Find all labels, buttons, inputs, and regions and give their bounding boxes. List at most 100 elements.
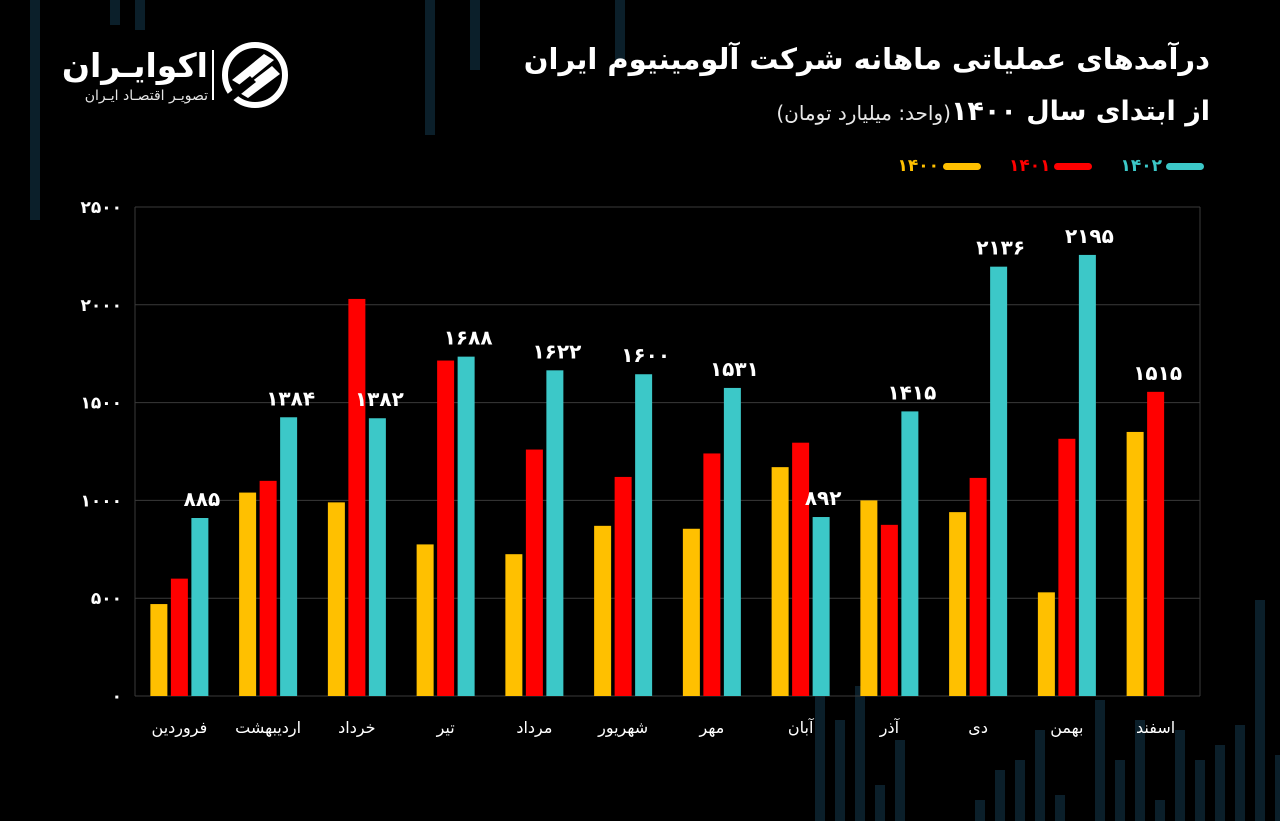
legend-swatch-1401 [1054,162,1093,170]
bar-۱۴۰۲ [901,411,919,696]
background-candle [1055,795,1065,821]
bar-۱۴۰۱ [614,476,632,696]
bar-۱۴۰۰ [949,512,967,696]
background-candle [1135,720,1145,821]
background-candle [1235,725,1245,821]
bar-۱۴۰۲ [635,374,653,696]
legend-label-1400: ۱۴۰۰ [897,156,939,176]
chart-subtitle: از ابتدای سال ۱۴۰۰(واحد: میلیارد تومان) [776,96,1210,127]
bar-۱۴۰۲ [280,417,298,696]
x-tick-label: آذر [879,718,901,738]
bar-۱۴۰۰ [1126,431,1144,696]
bar-۱۴۰۱ [1147,391,1165,696]
data-label: ۱۶۸۸ [444,326,493,350]
legend-item-1402: ۱۴۰۲ [1120,156,1204,176]
data-label: ۲۱۳۶ [976,236,1025,260]
background-candle [1275,755,1280,821]
bar-۱۴۰۱ [1058,438,1076,696]
background-candle [975,800,985,821]
unit-label: (واحد: میلیارد تومان) [776,101,951,125]
bar-۱۴۰۰ [150,604,168,696]
data-label: ۱۶۲۲ [532,339,581,363]
background-candle [1255,600,1265,821]
background-candle [895,740,905,821]
bar-۱۴۰۱ [348,298,366,696]
y-tick-label: ۱۵۰۰ [80,394,122,414]
bar-۱۴۰۰ [682,528,700,696]
x-tick-label: شهریور [597,718,648,738]
background-candle [1175,730,1185,821]
bar-۱۴۰۱ [525,449,543,696]
bar-۱۴۰۱ [880,524,898,696]
y-tick-label: ۰ [112,687,122,707]
background-candle [815,690,825,821]
chart-subtitle-text: از ابتدای سال ۱۴۰۰ [950,96,1210,127]
data-label: ۸۹۲ [805,486,842,510]
bar-۱۴۰۰ [239,492,257,696]
background-candle [855,686,865,821]
x-tick-label: تیر [436,718,455,738]
data-label: ۲۱۹۵ [1065,224,1114,248]
brand-name: اکوایـران [61,46,208,85]
bar-۱۴۰۱ [259,480,277,696]
y-tick-label: ۲۵۰۰ [80,198,122,218]
legend-item-1400: ۱۴۰۰ [897,156,981,176]
background-candle [110,0,120,25]
chart-title: درآمدهای عملیاتی ماهانه شرکت آلومینیوم ا… [523,42,1210,76]
y-tick-label: ۵۰۰ [91,589,122,609]
bar-۱۴۰۱ [792,442,810,696]
x-tick-label: آبان [788,718,815,737]
bar-۱۴۰۰ [594,525,612,696]
bar-۱۴۰۱ [170,578,188,696]
background-candle [1035,730,1045,821]
bar-۱۴۰۲ [990,266,1008,696]
background-candle [135,0,145,30]
bar-۱۴۰۰ [327,502,345,696]
brand-mark-icon [220,42,288,108]
bar-۱۴۰۲ [1078,254,1096,696]
background-candle [1015,760,1025,821]
bar-۱۴۰۲ [812,517,830,696]
x-tick-label: اردیبهشت [235,718,301,738]
logo-divider [212,50,214,100]
data-label: ۱۵۳۱ [710,357,759,381]
x-tick-label: بهمن [1050,718,1083,738]
brand-logo: اکوایـران تصویـر اقتصـاد ایـران [48,40,298,110]
bar-۱۴۰۱ [437,360,455,696]
background-candle [1155,800,1165,821]
y-tick-label: ۱۰۰۰ [80,491,122,511]
chart-legend: ۱۴۰۲ ۱۴۰۱ ۱۴۰۰ [897,156,1204,176]
background-candle [1215,745,1225,821]
bar-۱۴۰۰ [771,467,789,696]
data-label: ۱۴۱۵ [887,380,936,404]
background-candle [425,0,435,135]
x-tick-label: مرداد [516,718,552,738]
x-tick-label: فروردین [152,718,208,738]
legend-label-1401: ۱۴۰۱ [1008,156,1051,176]
bar-۱۴۰۲ [457,356,475,696]
background-candle [1115,760,1125,821]
background-candle [1195,760,1205,821]
data-label: ۱۵۱۵ [1133,361,1182,385]
legend-label-1402: ۱۴۰۲ [1120,156,1162,176]
background-candle [470,0,480,70]
bar-۱۴۰۰ [1037,592,1055,696]
bar-۱۴۰۲ [723,387,741,696]
legend-swatch-1402 [1166,162,1204,170]
background-candle [835,720,845,821]
bar-۱۴۰۰ [505,554,523,696]
bar-۱۴۰۱ [969,477,987,696]
data-label: ۸۸۵ [184,487,221,511]
background-candle [30,0,40,220]
bar-۱۴۰۲ [546,370,564,696]
data-label: ۱۳۸۲ [355,387,404,411]
background-candle [995,770,1005,821]
bar-۱۴۰۲ [368,418,386,696]
data-label: ۱۳۸۴ [266,386,315,410]
x-tick-label: خرداد [338,718,375,738]
legend-swatch-1400 [942,162,981,170]
bar-۱۴۰۰ [416,544,434,696]
background-candle [615,0,625,60]
